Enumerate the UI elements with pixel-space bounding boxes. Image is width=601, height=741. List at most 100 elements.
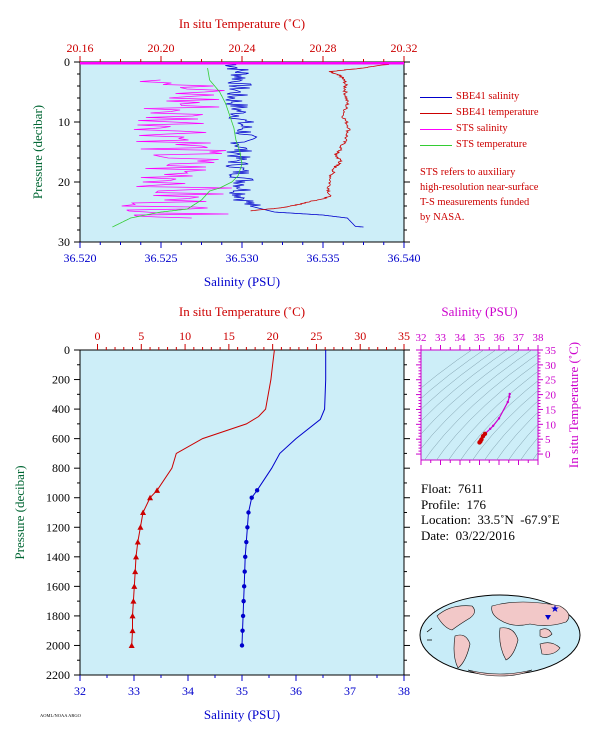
ts-density-contour [532, 452, 538, 460]
ts-point [480, 434, 486, 439]
ts-sal-axis-title: Salinity (PSU) [441, 304, 517, 319]
ts-density-contour [472, 390, 538, 460]
sts-note-line: STS refers to auxiliary [420, 167, 516, 178]
legend-label: SBE41 salinity [456, 91, 520, 102]
ts-temp-tick-label: 35 [545, 345, 557, 357]
temperature-marker [140, 509, 147, 515]
top-sal-axis-title: Salinity (PSU) [204, 274, 280, 289]
ts-sal-tick-label: 33 [435, 332, 447, 344]
ts-temp-tick-label: 5 [545, 434, 551, 446]
top-plot-area [79, 61, 405, 243]
bottom-sal-tick-label: 36 [290, 684, 302, 698]
ts-density-contour [421, 350, 473, 389]
world-map [419, 594, 581, 677]
top-sal-tick-label: 36.520 [64, 251, 97, 265]
ts-point [506, 400, 509, 404]
temperature-marker [133, 553, 140, 560]
top-temp-axis-title: In situ Temperature (˚C) [179, 16, 305, 31]
ts-density-contour [496, 411, 538, 460]
map-landmass [539, 642, 561, 655]
bottom-pressure-axis-title: Pressure (decibar) [12, 465, 27, 559]
ts-density-contour [421, 350, 485, 399]
bottom-pressure-tick-label: 1800 [46, 609, 70, 623]
salinity-marker [246, 510, 251, 515]
float-location-marker [545, 615, 551, 620]
ts-density-contour [421, 350, 509, 422]
temperature-marker [137, 524, 144, 530]
bottom-sal-tick-label: 38 [398, 684, 410, 698]
legend-label: STS salinity [456, 123, 508, 134]
bottom-pressure-tick-label: 0 [64, 343, 70, 357]
float-row: Float: 7611 [421, 481, 560, 497]
salinity-marker [254, 488, 260, 493]
temperature-marker [128, 642, 135, 648]
profile-row: Profile: 176 [421, 497, 560, 513]
map-landmass [491, 601, 570, 626]
top-temp-tick-label: 20.32 [391, 41, 418, 55]
temperature-marker [129, 612, 136, 619]
top-series-sts-salinity [121, 79, 232, 219]
bottom-temp-tick-label: 25 [310, 329, 322, 343]
top-series-sbe41-temperature [250, 62, 404, 212]
bottom-temp-axis-title: In situ Temperature (˚C) [179, 304, 305, 319]
ts-temp-tick-label: 15 [545, 404, 557, 416]
top-temp-tick-label: 20.16 [67, 41, 94, 55]
top-sal-tick-label: 36.535 [307, 251, 340, 265]
temperature-marker [154, 487, 161, 493]
bottom-plot-area [79, 349, 405, 676]
footer-id: AOML/NOAA ARGO [40, 713, 82, 718]
bottom-pressure-tick-label: 200 [52, 373, 70, 387]
sts-note: STS refers to auxiliary high-resolution … [420, 165, 590, 225]
top-pressure-tick-label: 30 [58, 235, 70, 249]
ts-point [491, 424, 495, 428]
ts-temp-tick-label: 20 [545, 390, 557, 402]
ts-temp-tick-label: 30 [545, 360, 557, 372]
ts-sal-tick-label: 37 [513, 332, 525, 344]
bottom-sal-axis-title: Salinity (PSU) [204, 707, 280, 722]
top-temp-tick-label: 20.28 [310, 41, 337, 55]
legend-item: STS salinity [420, 121, 539, 137]
top-pressure-tick-label: 20 [58, 175, 70, 189]
salinity-marker [240, 628, 245, 633]
salinity-marker [239, 643, 245, 648]
bottom-temp-tick-label: 35 [398, 329, 410, 343]
top-series-sts-temperature [112, 67, 243, 228]
ts-density-contour [421, 350, 533, 449]
top-chart-legend: SBE41 salinity SBE41 temperature STS sal… [420, 89, 539, 153]
salinity-marker [240, 613, 246, 619]
temperature-marker [132, 568, 139, 575]
temperature-marker [134, 539, 141, 545]
salinity-marker [244, 539, 249, 545]
legend-item: SBE41 salinity [420, 89, 539, 105]
bottom-temp-tick-label: 30 [354, 329, 366, 343]
top-series-group [80, 62, 404, 228]
profile-label: Profile: [421, 496, 460, 512]
ts-density-contour [508, 423, 538, 460]
top-pressure-tick-label: 10 [58, 115, 70, 129]
bottom-pressure-tick-label: 1400 [46, 550, 70, 564]
bottom-temp-tick-label: 10 [179, 329, 191, 343]
bottom-pressure-tick-label: 1000 [46, 491, 70, 505]
legend-swatch-sts-temperature [420, 145, 452, 146]
legend-item: STS temperature [420, 137, 539, 153]
salinity-marker [243, 554, 248, 560]
top-sal-tick-label: 36.525 [145, 251, 178, 265]
bottom-sal-tick-label: 32 [74, 684, 86, 698]
ts-density-contour [421, 350, 521, 435]
bottom-sal-tick-label: 34 [182, 684, 194, 698]
legend-swatch-sbe41-salinity [420, 97, 452, 98]
profile-value: 176 [466, 496, 487, 512]
location-row: Location: 33.5˚N -67.9˚E [421, 512, 560, 528]
ts-sal-tick-label: 36 [494, 332, 506, 344]
temperature-marker [129, 627, 136, 634]
legend-swatch-sbe41-temperature [420, 113, 452, 114]
top-sal-tick-label: 36.540 [388, 251, 421, 265]
date-row: Date: 03/22/2016 [421, 528, 560, 544]
location-label: Location: [421, 512, 471, 527]
legend-swatch-sts-salinity [420, 129, 452, 130]
bottom-temp-tick-label: 0 [95, 329, 101, 343]
sts-note-line: high-resolution near-surface [420, 182, 539, 193]
map-landmass [499, 627, 519, 661]
salinity-marker [242, 569, 247, 574]
